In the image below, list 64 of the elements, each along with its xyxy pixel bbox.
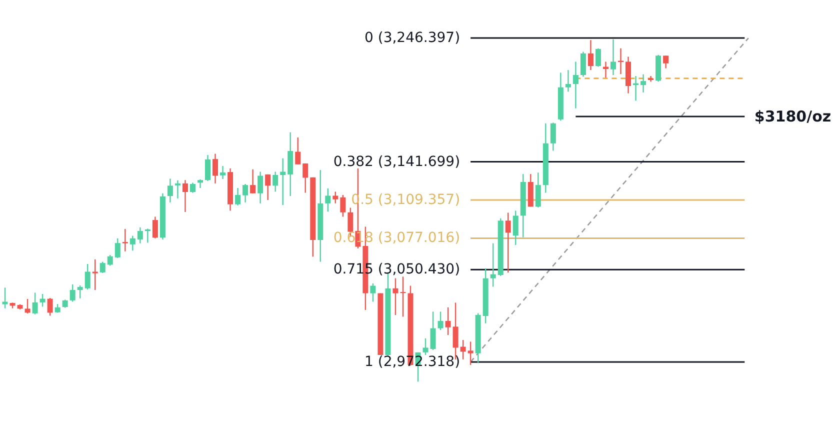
candlestick bbox=[535, 172, 541, 208]
candlestick bbox=[137, 226, 143, 244]
candlestick bbox=[618, 48, 624, 75]
candlestick bbox=[220, 165, 226, 180]
candlestick bbox=[400, 276, 406, 318]
candlestick bbox=[130, 235, 136, 252]
candlestick bbox=[295, 136, 301, 165]
candlestick bbox=[572, 61, 578, 109]
candlestick bbox=[332, 191, 338, 204]
candlestick bbox=[460, 339, 466, 360]
candlestick bbox=[595, 48, 601, 68]
candlestick bbox=[122, 228, 128, 252]
candlestick bbox=[258, 171, 264, 204]
ref-line-label: $3180/oz bbox=[754, 108, 832, 126]
candlestick bbox=[174, 180, 180, 200]
candlestick bbox=[32, 292, 38, 315]
candlestick bbox=[265, 174, 271, 201]
candlestick bbox=[182, 179, 188, 213]
candlestick bbox=[107, 254, 113, 266]
candlestick bbox=[114, 238, 120, 259]
candlestick bbox=[100, 261, 106, 274]
candlestick bbox=[325, 188, 331, 212]
candlestick bbox=[588, 39, 594, 71]
candlestick bbox=[84, 263, 90, 290]
candlestick bbox=[512, 210, 518, 246]
candlestick bbox=[280, 158, 286, 206]
candlestick bbox=[438, 311, 444, 331]
candlestick bbox=[40, 293, 46, 308]
candlestick bbox=[144, 228, 150, 244]
candlestick bbox=[302, 162, 308, 194]
candlestick bbox=[550, 122, 556, 152]
candlestick bbox=[663, 55, 669, 69]
candlestick bbox=[422, 338, 428, 356]
candlestick bbox=[47, 297, 53, 316]
candlestick bbox=[565, 69, 571, 92]
candlestick bbox=[468, 341, 474, 366]
candlestick bbox=[250, 168, 256, 194]
candlestick bbox=[204, 154, 210, 182]
candlestick bbox=[505, 212, 511, 274]
candlestick bbox=[272, 171, 278, 192]
ref-line-label: 0 (3,246.397) bbox=[364, 30, 460, 46]
candlestick bbox=[212, 153, 218, 184]
candlestick bbox=[77, 284, 83, 299]
candlestick bbox=[580, 51, 586, 78]
candlestick bbox=[340, 194, 346, 218]
candlestick bbox=[152, 216, 158, 239]
candlestick bbox=[610, 38, 616, 76]
candlestick bbox=[370, 282, 376, 302]
candlestick bbox=[235, 187, 241, 206]
ref-line-label: 0.382 (3,141.699) bbox=[333, 154, 460, 170]
candlestick bbox=[92, 258, 98, 291]
candlestick bbox=[490, 242, 496, 288]
candlestick bbox=[392, 278, 398, 316]
candlestick bbox=[24, 298, 30, 314]
candlestick bbox=[640, 74, 646, 94]
candlestick bbox=[2, 287, 8, 309]
candlestick bbox=[190, 182, 196, 194]
candlestick bbox=[70, 284, 76, 302]
candlestick bbox=[445, 306, 451, 336]
candlestick bbox=[602, 61, 608, 78]
candlestick bbox=[288, 132, 294, 197]
candlestick bbox=[430, 311, 436, 351]
candlestick bbox=[242, 183, 248, 204]
candlestick bbox=[167, 178, 173, 204]
